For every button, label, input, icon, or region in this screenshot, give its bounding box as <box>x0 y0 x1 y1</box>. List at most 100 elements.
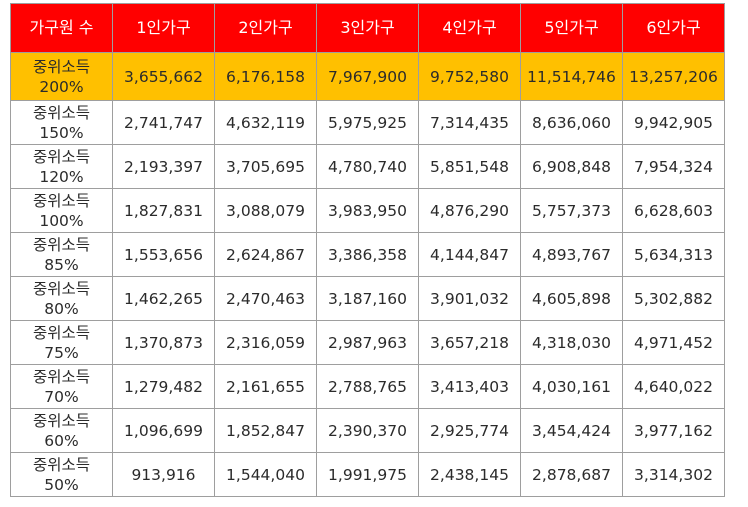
table-row: 중위소득 50% 913,916 1,544,040 1,991,975 2,438,14… <box>10 452 725 497</box>
income-cell: 1,553,656 <box>112 232 215 277</box>
income-cell: 4,605,898 <box>520 276 623 321</box>
table-row: 중위소득 150% 2,741,747 4,632,119 5,975,925 7,314… <box>10 100 725 145</box>
income-cell: 5,851,548 <box>418 144 521 189</box>
median-income-table: 가구원 수 1인가구 2인가구 3인가구 4인가구 5인가구 6인가구 중위소득… <box>10 3 725 497</box>
table-row: 중위소득 85% 1,553,656 2,624,867 3,386,358 4,144,… <box>10 232 725 277</box>
income-cell: 3,088,079 <box>214 188 317 233</box>
income-cell: 1,370,873 <box>112 320 215 365</box>
table-row: 중위소득 80% 1,462,265 2,470,463 3,187,160 3,901,… <box>10 276 725 321</box>
row-label-title: 중위소득 <box>32 57 91 76</box>
income-cell: 7,314,435 <box>418 100 521 145</box>
table-row: 중위소득 60% 1,096,699 1,852,847 2,390,370 2,925,… <box>10 408 725 453</box>
income-table-container: 가구원 수 1인가구 2인가구 3인가구 4인가구 5인가구 6인가구 중위소득… <box>10 3 725 497</box>
income-cell: 11,514,746 <box>520 52 623 101</box>
income-cell: 3,314,302 <box>622 452 725 497</box>
income-cell: 5,757,373 <box>520 188 623 233</box>
income-cell: 4,030,161 <box>520 364 623 409</box>
income-cell: 6,628,603 <box>622 188 725 233</box>
header-row: 가구원 수 1인가구 2인가구 3인가구 4인가구 5인가구 6인가구 <box>10 3 725 53</box>
row-label: 중위소득 85% <box>10 232 113 277</box>
income-cell: 3,187,160 <box>316 276 419 321</box>
income-cell: 6,908,848 <box>520 144 623 189</box>
header-4-person: 4인가구 <box>418 3 521 53</box>
header-6-person: 6인가구 <box>622 3 725 53</box>
row-label: 중위소득 150% <box>10 100 113 145</box>
income-cell: 1,544,040 <box>214 452 317 497</box>
row-label-percent: 80% <box>44 299 79 318</box>
income-cell: 2,470,463 <box>214 276 317 321</box>
header-5-person: 5인가구 <box>520 3 623 53</box>
row-label-percent: 120% <box>39 167 84 186</box>
header-2-person: 2인가구 <box>214 3 317 53</box>
row-label-title: 중위소득 <box>32 279 91 298</box>
income-cell: 4,780,740 <box>316 144 419 189</box>
income-cell: 2,741,747 <box>112 100 215 145</box>
income-cell: 3,705,695 <box>214 144 317 189</box>
row-label-title: 중위소득 <box>32 147 91 166</box>
row-label: 중위소득 50% <box>10 452 113 497</box>
income-cell: 9,752,580 <box>418 52 521 101</box>
income-cell: 2,161,655 <box>214 364 317 409</box>
row-label: 중위소득 60% <box>10 408 113 453</box>
table-row: 중위소득 100% 1,827,831 3,088,079 3,983,950 4,876… <box>10 188 725 233</box>
header-household-size: 가구원 수 <box>10 3 113 53</box>
income-cell: 3,413,403 <box>418 364 521 409</box>
row-label-title: 중위소득 <box>32 411 91 430</box>
row-label-percent: 70% <box>44 387 79 406</box>
row-label: 중위소득 70% <box>10 364 113 409</box>
income-cell: 1,462,265 <box>112 276 215 321</box>
row-label-percent: 150% <box>39 123 84 142</box>
income-cell: 3,454,424 <box>520 408 623 453</box>
row-label-title: 중위소득 <box>32 103 91 122</box>
row-label-percent: 100% <box>39 211 84 230</box>
income-cell: 8,636,060 <box>520 100 623 145</box>
income-cell: 7,954,324 <box>622 144 725 189</box>
row-label-title: 중위소득 <box>32 323 91 342</box>
income-cell: 4,632,119 <box>214 100 317 145</box>
header-1-person: 1인가구 <box>112 3 215 53</box>
income-cell: 7,967,900 <box>316 52 419 101</box>
income-cell: 6,176,158 <box>214 52 317 101</box>
income-cell: 3,657,218 <box>418 320 521 365</box>
income-cell: 5,975,925 <box>316 100 419 145</box>
income-cell: 2,788,765 <box>316 364 419 409</box>
income-cell: 3,983,950 <box>316 188 419 233</box>
income-cell: 3,655,662 <box>112 52 215 101</box>
income-cell: 4,971,452 <box>622 320 725 365</box>
table-row: 중위소득 70% 1,279,482 2,161,655 2,788,765 3,413,… <box>10 364 725 409</box>
income-cell: 4,640,022 <box>622 364 725 409</box>
income-cell: 4,144,847 <box>418 232 521 277</box>
income-cell: 1,279,482 <box>112 364 215 409</box>
row-label: 중위소득 80% <box>10 276 113 321</box>
income-cell: 13,257,206 <box>622 52 725 101</box>
income-cell: 2,390,370 <box>316 408 419 453</box>
row-label-percent: 85% <box>44 255 79 274</box>
income-cell: 3,386,358 <box>316 232 419 277</box>
income-cell: 4,318,030 <box>520 320 623 365</box>
income-cell: 913,916 <box>112 452 215 497</box>
row-label-title: 중위소득 <box>32 455 91 474</box>
income-cell: 2,438,145 <box>418 452 521 497</box>
header-3-person: 3인가구 <box>316 3 419 53</box>
table-row: 중위소득 120% 2,193,397 3,705,695 4,780,740 5,851… <box>10 144 725 189</box>
row-label-percent: 50% <box>44 475 79 494</box>
income-cell: 1,852,847 <box>214 408 317 453</box>
income-cell: 1,991,975 <box>316 452 419 497</box>
income-cell: 4,893,767 <box>520 232 623 277</box>
income-cell: 9,942,905 <box>622 100 725 145</box>
income-cell: 2,878,687 <box>520 452 623 497</box>
row-label: 중위소득 75% <box>10 320 113 365</box>
row-label-title: 중위소득 <box>32 235 91 254</box>
row-label-percent: 75% <box>44 343 79 362</box>
income-cell: 2,193,397 <box>112 144 215 189</box>
income-cell: 5,634,313 <box>622 232 725 277</box>
income-cell: 1,827,831 <box>112 188 215 233</box>
income-cell: 4,876,290 <box>418 188 521 233</box>
income-cell: 3,901,032 <box>418 276 521 321</box>
table-row: 중위소득 75% 1,370,873 2,316,059 2,987,963 3,657,… <box>10 320 725 365</box>
income-cell: 1,096,699 <box>112 408 215 453</box>
income-cell: 2,925,774 <box>418 408 521 453</box>
row-label-title: 중위소득 <box>32 367 91 386</box>
row-label: 중위소득 120% <box>10 144 113 189</box>
row-label: 중위소득 200% <box>10 52 113 101</box>
